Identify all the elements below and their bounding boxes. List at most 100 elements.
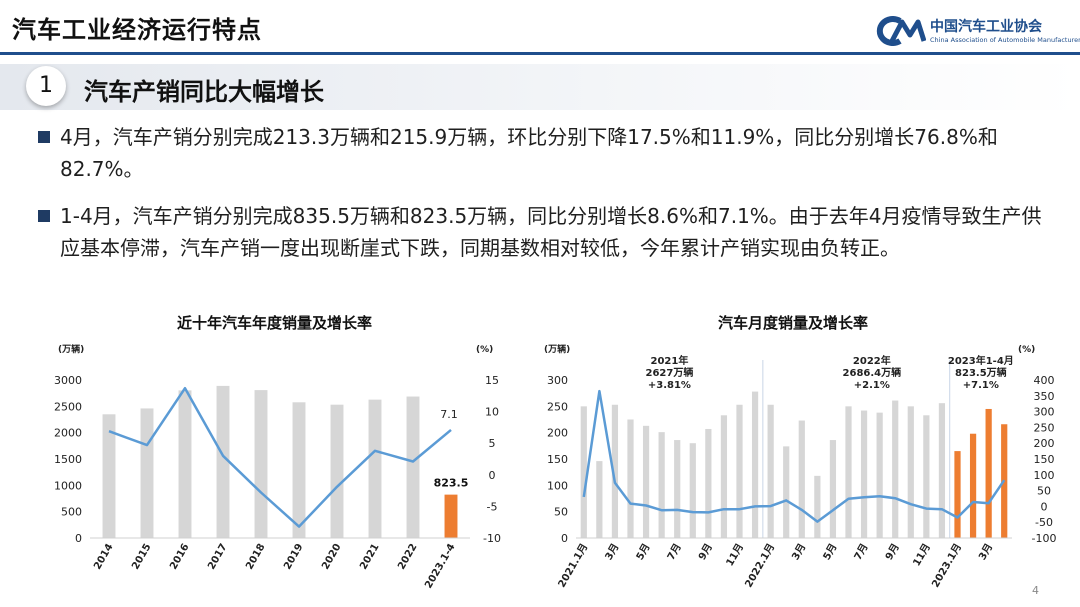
page-number: 4 bbox=[1032, 584, 1039, 597]
chart-title-annual: 近十年汽车年度销量及增长率 bbox=[177, 314, 373, 332]
highlight-bar bbox=[985, 408, 992, 538]
left-tick-label: 100 bbox=[547, 479, 568, 492]
bar bbox=[642, 425, 650, 538]
right-axis-unit: (%) bbox=[1018, 345, 1035, 355]
left-tick-label: 500 bbox=[61, 506, 82, 519]
bullet-text: 1-4月，汽车产销分别完成835.5万辆和823.5万辆，同比分别增长8.6%和… bbox=[60, 204, 1042, 260]
annotation-text: 2021年 bbox=[651, 354, 689, 367]
right-tick-label: 50 bbox=[1037, 485, 1051, 498]
right-tick-label: 400 bbox=[1034, 374, 1055, 387]
bar bbox=[705, 428, 712, 538]
right-tick-label: -100 bbox=[1032, 532, 1057, 545]
left-tick-label: 200 bbox=[547, 427, 568, 440]
header: 汽车工业经济运行特点 中国汽车工业协会 China Association of… bbox=[0, 0, 1080, 56]
x-tick-label: 9月 bbox=[696, 542, 715, 563]
left-tick-label: 1500 bbox=[54, 453, 82, 466]
annotation-text: 2023年1-4月 bbox=[948, 354, 1014, 367]
bar bbox=[923, 415, 930, 538]
left-tick-label: 50 bbox=[554, 506, 568, 519]
growth-rate-line bbox=[108, 386, 452, 528]
x-tick-label: 2015 bbox=[130, 542, 153, 572]
right-tick-label: 0 bbox=[489, 469, 496, 482]
x-tick-label: 11月 bbox=[911, 542, 933, 569]
bar bbox=[611, 404, 619, 538]
x-tick-label: 11月 bbox=[724, 542, 746, 569]
x-tick-label: 2018 bbox=[244, 542, 267, 572]
annotation-text: 823.5万辆 bbox=[955, 366, 1007, 379]
bar bbox=[178, 390, 192, 538]
chart-title-monthly: 汽车月度销量及增长率 bbox=[718, 314, 869, 332]
x-tick-label: 2022 bbox=[396, 542, 419, 572]
left-tick-label: 1000 bbox=[54, 479, 82, 492]
bar bbox=[860, 410, 868, 538]
section-heading-bar bbox=[0, 64, 1080, 110]
x-tick-label: 2019 bbox=[282, 542, 305, 572]
bar bbox=[767, 404, 774, 538]
left-tick-label: 150 bbox=[547, 453, 568, 466]
bar bbox=[254, 390, 268, 538]
left-tick-label: 3000 bbox=[54, 374, 82, 387]
monthly-sales-chart: (万辆) (%) 0 50 100 150 200 250 300 -100 -50 0 50 100 15… bbox=[544, 343, 1057, 590]
left-tick-label: 2500 bbox=[54, 400, 82, 413]
annotation-text: +7.1% bbox=[963, 380, 999, 391]
bar-data-label: 823.5 bbox=[434, 477, 469, 490]
bar bbox=[580, 406, 587, 538]
right-tick-label: 5 bbox=[489, 437, 496, 450]
bullet-item: 4月，汽车产销分别完成213.3万辆和215.9万辆，环比分别下降17.5%和1… bbox=[38, 121, 1048, 185]
bar bbox=[907, 406, 914, 538]
x-tick-label: 5月 bbox=[634, 542, 653, 563]
x-tick-label: 2020 bbox=[320, 542, 343, 572]
right-tick-label: -10 bbox=[483, 532, 501, 545]
left-tick-label: 0 bbox=[75, 532, 82, 545]
bar bbox=[216, 385, 230, 538]
bar bbox=[876, 412, 883, 538]
annual-sales-chart: (万辆) (%) 0 500 1000 1500 2000 2500 3000 -10 -5 0 5 10… bbox=[54, 343, 501, 591]
bar bbox=[140, 408, 154, 538]
right-axis-unit: (%) bbox=[476, 345, 493, 355]
x-tick-label: 3月 bbox=[603, 542, 622, 563]
bar bbox=[845, 406, 852, 538]
right-tick-label: 250 bbox=[1034, 421, 1055, 434]
x-tick-label: 3月 bbox=[976, 542, 995, 563]
annotation-text: 2627万辆 bbox=[646, 366, 694, 379]
header-divider bbox=[0, 52, 1080, 55]
section-title: 汽车产销同比大幅增长 bbox=[84, 78, 324, 106]
bar bbox=[798, 420, 805, 538]
x-tick-label: 2021.1月 bbox=[556, 542, 591, 590]
bar bbox=[689, 443, 696, 538]
bar bbox=[814, 475, 821, 538]
line-data-label: 7.1 bbox=[440, 408, 458, 421]
x-tick-label: 7月 bbox=[665, 542, 684, 563]
x-tick-label: 9月 bbox=[883, 542, 902, 563]
x-tick-label: 2014 bbox=[92, 542, 115, 572]
right-tick-label: 150 bbox=[1034, 453, 1055, 466]
section-number: 1 bbox=[26, 66, 66, 106]
logo-english-name: China Association of Automobile Manufact… bbox=[930, 36, 1080, 44]
annotation-text: 2022年 bbox=[853, 354, 891, 367]
bar bbox=[658, 432, 665, 538]
bar bbox=[368, 399, 382, 538]
x-tick-label: 2021 bbox=[358, 542, 381, 572]
bullet-text: 4月，汽车产销分别完成213.3万辆和215.9万辆，环比分别下降17.5%和1… bbox=[60, 125, 998, 181]
bar bbox=[102, 414, 116, 538]
bar bbox=[406, 396, 420, 538]
x-tick-label: 2023.1月 bbox=[929, 542, 964, 590]
right-tick-label: 10 bbox=[485, 406, 499, 419]
annotation-text: +3.81% bbox=[648, 380, 691, 391]
left-axis-unit: (万辆) bbox=[544, 343, 570, 355]
highlight-bar bbox=[954, 451, 961, 538]
left-axis-unit: (万辆) bbox=[58, 343, 84, 355]
bar bbox=[751, 391, 759, 538]
x-tick-label: 5月 bbox=[821, 542, 840, 563]
left-tick-label: 300 bbox=[547, 374, 568, 387]
x-tick-label: 2016 bbox=[168, 542, 191, 572]
right-tick-label: -50 bbox=[1035, 516, 1053, 529]
x-tick-label: 2022.1月 bbox=[743, 542, 778, 590]
bar bbox=[330, 404, 344, 538]
right-tick-label: 200 bbox=[1034, 437, 1055, 450]
x-tick-label: 7月 bbox=[852, 542, 871, 563]
x-tick-label: 2023.1-4 bbox=[423, 542, 457, 591]
bullet-item: 1-4月，汽车产销分别完成835.5万辆和823.5万辆，同比分别增长8.6%和… bbox=[38, 200, 1048, 264]
bar bbox=[736, 404, 743, 538]
bar bbox=[829, 440, 837, 538]
